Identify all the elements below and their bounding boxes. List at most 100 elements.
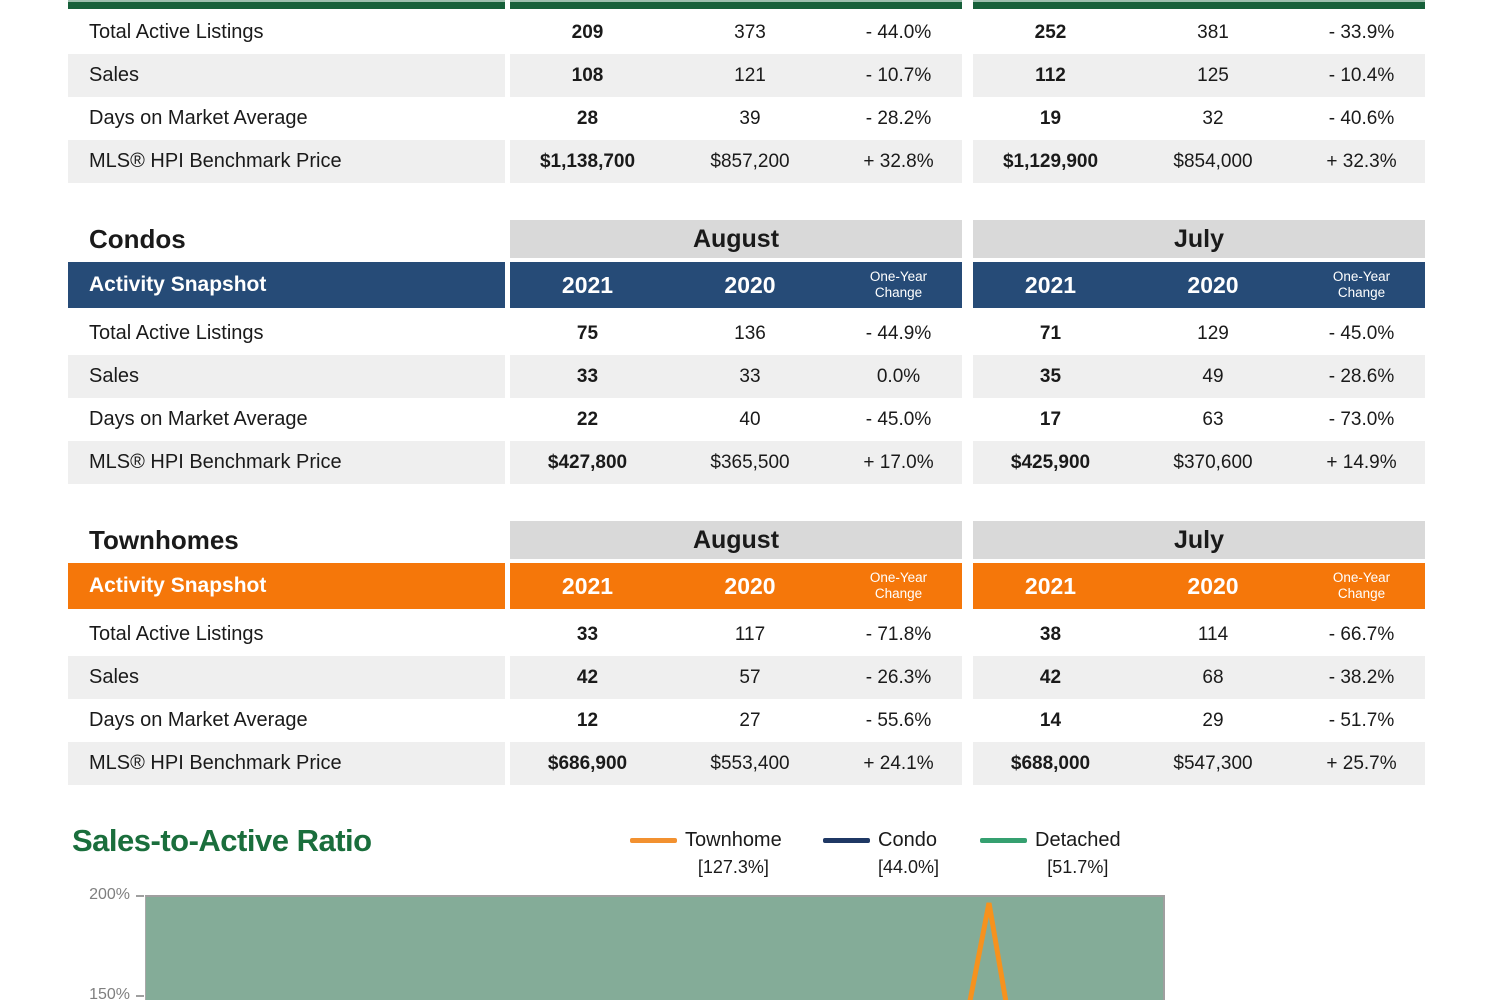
cell-jul-2020: $854,000 <box>1173 150 1253 172</box>
chart-title: Sales-to-Active Ratio <box>72 823 372 858</box>
townhome-spike-line <box>967 902 1009 1000</box>
cell-aug-2020: 39 <box>739 107 761 129</box>
table-row: Days on Market Average 22 40 - 45.0% 17 … <box>68 398 1500 441</box>
table-row: Total Active Listings 75 136 - 44.9% 71 … <box>68 312 1500 355</box>
table-row: Total Active Listings 209 373 - 44.0% 25… <box>68 11 1500 54</box>
cell-jul-change: + 14.9% <box>1326 451 1397 473</box>
month-july-header: July <box>973 220 1425 258</box>
row-label: Days on Market Average <box>89 107 308 129</box>
row-label: MLS® HPI Benchmark Price <box>68 441 505 484</box>
legend-label: Townhome <box>685 829 782 851</box>
table-row: Sales 108 121 - 10.7% 112 125 - 10.4% <box>68 54 1500 97</box>
legend-detached: Detached [51.7%] <box>980 829 1121 878</box>
cell-jul-2020: 114 <box>1197 623 1229 645</box>
townhome-line-icon <box>630 838 677 843</box>
townhomes-table: Townhomes August July Activity Snapshot … <box>0 521 1500 785</box>
cell-aug-2020: 40 <box>739 408 761 430</box>
townhomes-activity-header: Activity Snapshot 2021 2020 One-Year Cha… <box>68 563 1500 609</box>
condos-table: Condos August July Activity Snapshot 202… <box>0 220 1500 484</box>
cell-jul-2021: $1,129,900 <box>1002 150 1099 172</box>
y-axis-tick-mark <box>136 895 144 897</box>
cell-jul-change: - 45.0% <box>1328 322 1395 344</box>
cell-jul-change: - 33.9% <box>1328 21 1395 43</box>
cell-jul-2021: 35 <box>1039 365 1062 387</box>
col-header-change: One-Year Change <box>1332 268 1391 300</box>
cell-aug-2020: 121 <box>734 64 766 86</box>
cell-aug-change: + 17.0% <box>863 451 934 473</box>
cell-jul-change: - 10.4% <box>1328 64 1395 86</box>
cell-jul-change: - 40.6% <box>1328 107 1395 129</box>
legend-value: [44.0%] <box>878 857 940 877</box>
cell-jul-2021: 14 <box>1039 709 1062 731</box>
condo-line-icon <box>823 838 870 843</box>
cell-aug-change: - 44.9% <box>865 322 932 344</box>
table-row: MLS® HPI Benchmark Price $686,900 $553,4… <box>68 742 1500 785</box>
detached-line-icon <box>980 838 1027 843</box>
col-header-2021: 2021 <box>1024 572 1077 599</box>
cell-jul-2020: $547,300 <box>1173 752 1253 774</box>
legend-value: [51.7%] <box>1047 857 1109 877</box>
row-label: Sales <box>68 656 505 699</box>
header-bar-segment <box>973 0 1425 9</box>
cell-jul-2020: 68 <box>1202 666 1224 688</box>
cell-jul-2020: 129 <box>1197 322 1229 344</box>
cell-aug-2020: $857,200 <box>710 150 790 172</box>
cell-aug-change: + 32.8% <box>863 150 934 172</box>
col-header-change: One-Year Change <box>869 268 928 300</box>
cell-jul-2020: 125 <box>1197 64 1229 86</box>
cell-jul-2020: 381 <box>1197 21 1229 43</box>
col-header-2021: 2021 <box>561 572 614 599</box>
cell-aug-2020: 27 <box>739 709 761 731</box>
detached-table: Total Active Listings 209 373 - 44.0% 25… <box>0 0 1500 183</box>
cell-aug-2021: 108 <box>571 64 604 86</box>
col-header-2020: 2020 <box>1187 271 1239 298</box>
row-label: Sales <box>68 54 505 97</box>
y-axis-tick-mark <box>136 995 144 997</box>
cell-aug-change: - 45.0% <box>865 408 932 430</box>
row-label: Days on Market Average <box>89 408 308 430</box>
cell-aug-change: - 71.8% <box>865 623 932 645</box>
col-header-2021: 2021 <box>561 271 614 298</box>
cell-aug-2020: $553,400 <box>710 752 790 774</box>
cell-jul-2020: 32 <box>1202 107 1224 129</box>
cell-jul-2021: 17 <box>1039 408 1062 430</box>
cell-aug-2020: 57 <box>739 666 761 688</box>
table-row: Total Active Listings 33 117 - 71.8% 38 … <box>68 613 1500 656</box>
col-header-2021: 2021 <box>1024 271 1077 298</box>
legend-townhome: Townhome [127.3%] <box>630 829 782 878</box>
row-label: MLS® HPI Benchmark Price <box>68 140 505 183</box>
cell-aug-2021: 42 <box>576 666 599 688</box>
cell-aug-2021: $686,900 <box>547 752 628 774</box>
cell-jul-2021: 42 <box>1039 666 1062 688</box>
cell-aug-2021: 33 <box>576 365 599 387</box>
table-row: Days on Market Average 12 27 - 55.6% 14 … <box>68 699 1500 742</box>
chart-plot-area <box>145 895 1165 1000</box>
condos-activity-header: Activity Snapshot 2021 2020 One-Year Cha… <box>68 262 1500 308</box>
y-axis-tick-150: 150% <box>89 986 130 1000</box>
townhomes-month-row: Townhomes August July <box>68 521 1500 559</box>
cell-jul-2020: 29 <box>1202 709 1224 731</box>
cell-aug-change: + 24.1% <box>863 752 934 774</box>
cell-aug-2021: 75 <box>576 322 599 344</box>
row-label: Days on Market Average <box>89 709 308 731</box>
row-label: Total Active Listings <box>89 21 264 43</box>
cell-aug-2021: $427,800 <box>547 451 628 473</box>
col-header-2020: 2020 <box>724 572 776 599</box>
row-label: Sales <box>68 355 505 398</box>
cell-aug-2020: 136 <box>734 322 766 344</box>
month-july-header: July <box>973 521 1425 559</box>
table-row: Sales 33 33 0.0% 35 49 - 28.6% <box>68 355 1500 398</box>
header-bar-segment <box>68 0 505 9</box>
cell-aug-2020: 33 <box>739 365 761 387</box>
row-label: MLS® HPI Benchmark Price <box>68 742 505 785</box>
table-row: Days on Market Average 28 39 - 28.2% 19 … <box>68 97 1500 140</box>
col-header-2020: 2020 <box>1187 572 1239 599</box>
cell-jul-change: - 28.6% <box>1328 365 1395 387</box>
cell-aug-2021: 209 <box>571 21 604 43</box>
cell-aug-change: - 10.7% <box>865 64 932 86</box>
col-header-change: One-Year Change <box>869 569 928 601</box>
cell-jul-change: + 25.7% <box>1326 752 1397 774</box>
cell-aug-2020: 373 <box>734 21 766 43</box>
row-label: Total Active Listings <box>89 322 264 344</box>
cell-aug-2020: $365,500 <box>710 451 790 473</box>
